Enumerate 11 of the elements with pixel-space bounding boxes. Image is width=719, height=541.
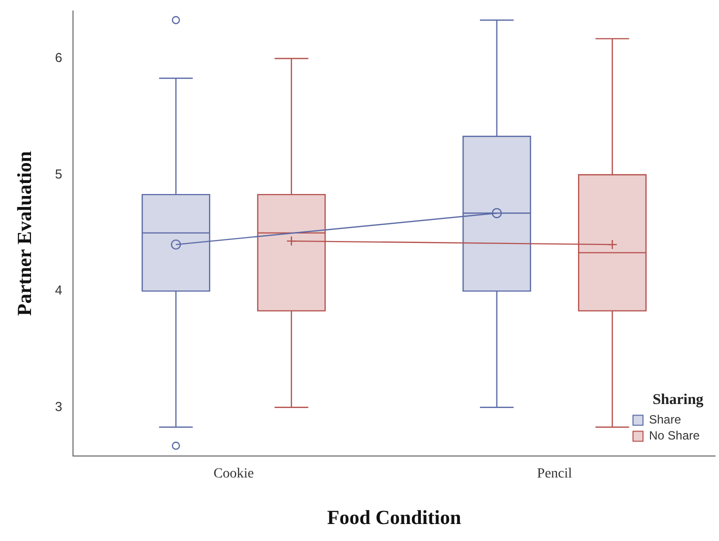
y-tick-label: 5 <box>54 166 62 182</box>
x-tick-label: Cookie <box>213 466 254 482</box>
legend-label: Share <box>649 412 682 427</box>
x-axis-title: Food Condition <box>327 507 462 530</box>
y-axis-title: Partner Evaluation <box>14 151 36 316</box>
y-tick-label: 4 <box>54 282 62 298</box>
y-tick-label: 6 <box>54 50 62 66</box>
y-tick-label: 3 <box>54 398 62 414</box>
x-tick-label: Pencil <box>537 466 572 482</box>
legend-title: Sharing <box>652 392 704 408</box>
legend-label: No Share <box>649 428 700 443</box>
